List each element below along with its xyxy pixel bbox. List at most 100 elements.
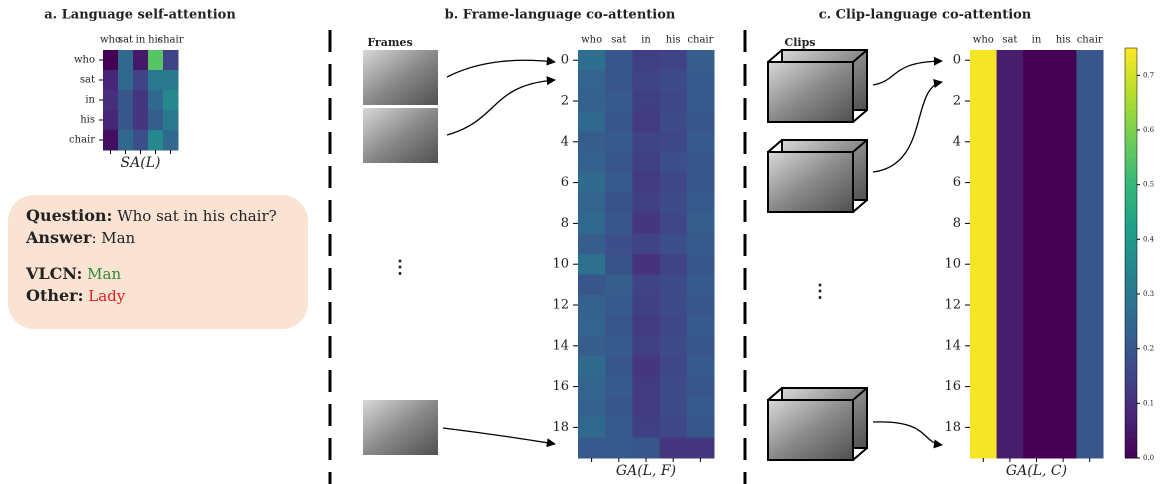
heat-cell — [118, 110, 134, 131]
colorbar-band — [1125, 103, 1137, 110]
colorbar-band — [1125, 151, 1137, 158]
heat-cell — [970, 397, 997, 418]
x-tick-label: in — [1032, 35, 1042, 46]
heat-cell — [148, 110, 164, 131]
heat-cell — [997, 193, 1024, 214]
colorbar-band — [1125, 274, 1137, 281]
colorbar-band — [1125, 267, 1137, 274]
heat-cell — [632, 234, 660, 255]
heat-cell — [970, 132, 997, 153]
colorbar-band — [1125, 417, 1137, 424]
heat-cell — [687, 336, 715, 357]
y-tick-label: who — [74, 55, 95, 66]
heat-cell — [632, 213, 660, 234]
colorbar-tick-label: 0.4 — [1143, 235, 1155, 243]
colorbar-band — [1125, 369, 1137, 376]
heat-cell — [632, 50, 660, 71]
heat-cell — [133, 70, 149, 91]
heat-cell — [1023, 70, 1050, 91]
heat-cell — [163, 90, 179, 111]
heat-cell — [1050, 193, 1077, 214]
colorbar-band — [1125, 96, 1137, 103]
qa-box: Question: Who sat in his chair? Answer: … — [8, 195, 308, 329]
heat-cell — [1050, 417, 1077, 438]
heat-cell — [632, 417, 660, 438]
heat-cell — [632, 132, 660, 153]
y-tick-label: 8 — [561, 216, 569, 231]
colorbar-band — [1125, 342, 1137, 349]
heat-cell — [1076, 295, 1103, 316]
heat-cell — [997, 111, 1024, 132]
heat-cell — [997, 254, 1024, 275]
heat-cell — [997, 91, 1024, 112]
heat-cell — [687, 234, 715, 255]
heat-cell — [148, 130, 164, 151]
heat-cell — [148, 50, 164, 71]
heat-cell — [997, 315, 1024, 336]
heat-cell — [660, 132, 688, 153]
heat-cell — [578, 172, 606, 193]
colorbar-band — [1125, 69, 1137, 76]
heat-cell — [1023, 152, 1050, 173]
colorbar-band — [1125, 226, 1137, 233]
heat-cell — [632, 397, 660, 418]
heat-cell — [605, 254, 633, 275]
y-tick-label: sat — [80, 75, 95, 86]
heat-cell — [687, 50, 715, 71]
y-tick-label: 0 — [561, 53, 569, 68]
heat-cell — [605, 397, 633, 418]
heat-cell — [1023, 417, 1050, 438]
ellipsis: ⋮ — [811, 281, 829, 302]
colorbar-band — [1125, 123, 1137, 130]
heat-cell — [578, 376, 606, 397]
heat-cell — [970, 336, 997, 357]
answer: : Man — [91, 229, 135, 247]
heat-cell — [970, 438, 997, 459]
heat-cell — [997, 213, 1024, 234]
heat-cell — [578, 111, 606, 132]
heat-cell — [660, 234, 688, 255]
chart-title: a. Language self-attention — [44, 8, 236, 23]
heat-cell — [1050, 132, 1077, 153]
y-tick-label: his — [80, 115, 95, 126]
colorbar-band — [1125, 198, 1137, 205]
colorbar-band — [1125, 246, 1137, 253]
heat-cell — [1023, 91, 1050, 112]
heat-cell — [1050, 315, 1077, 336]
heat-cell — [970, 193, 997, 214]
colorbar-band — [1125, 239, 1137, 246]
heat-cell — [970, 213, 997, 234]
question: Who sat in his chair? — [117, 207, 276, 225]
heat-cell — [578, 254, 606, 275]
colorbar-tick-label: 0.1 — [1143, 399, 1154, 407]
heat-cell — [578, 70, 606, 91]
colorbar-tick-label: 0.6 — [1143, 126, 1155, 134]
heat-cell — [103, 130, 119, 151]
heat-cell — [687, 172, 715, 193]
colorbar-tick-label: 0.7 — [1143, 71, 1154, 79]
heat-cell — [578, 417, 606, 438]
colorbar-band — [1125, 130, 1137, 137]
heat-cell — [632, 438, 660, 459]
heat-cell — [1023, 213, 1050, 234]
heat-cell — [1076, 336, 1103, 357]
heat-cell — [970, 356, 997, 377]
heat-cell — [605, 315, 633, 336]
y-tick-label: 14 — [944, 338, 961, 353]
heat-cell — [632, 91, 660, 112]
heat-cell — [578, 193, 606, 214]
x-axis-label: GA(L, C) — [1006, 463, 1067, 479]
heat-cell — [1050, 336, 1077, 357]
heat-cell — [1050, 438, 1077, 459]
heat-cell — [1076, 274, 1103, 295]
colorbar-band — [1125, 55, 1137, 62]
colorbar-tick-label: 0.0 — [1143, 454, 1154, 462]
heat-cell — [118, 130, 134, 151]
heat-cell — [632, 336, 660, 357]
heat-cell — [1076, 91, 1103, 112]
heat-cell — [578, 397, 606, 418]
heat-cell — [605, 50, 633, 71]
heat-cell — [687, 91, 715, 112]
y-tick-label: chair — [69, 135, 95, 146]
heat-cell — [1076, 438, 1103, 459]
